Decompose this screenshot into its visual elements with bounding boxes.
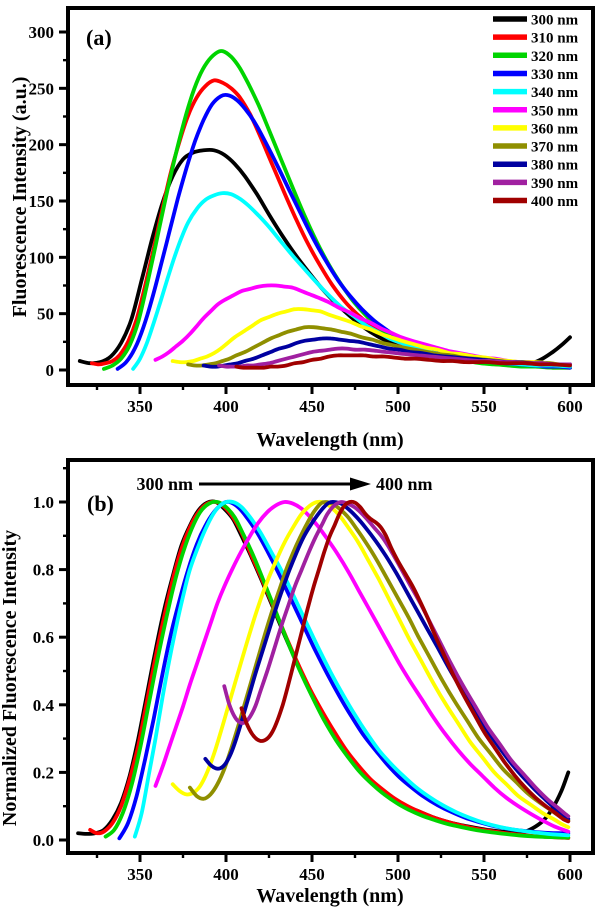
panel-a-label: (a) (86, 25, 112, 50)
curve-360-nm (170, 307, 572, 367)
y-tick-label: 150 (29, 192, 55, 211)
x-tick-label: 500 (385, 865, 411, 884)
curve-310-nm (89, 78, 572, 370)
plot-border (66, 6, 595, 387)
legend-label: 360 nm (531, 121, 579, 137)
x-tick-label: 450 (299, 865, 325, 884)
panel-a-y-axis-title: Fluorescence Intensity (a.u.) (9, 77, 31, 318)
legend-label: 350 nm (531, 103, 579, 119)
plot-border (66, 458, 595, 855)
legend-item-340-nm: 340 nm (493, 85, 579, 101)
curve-390-nm (222, 500, 571, 819)
y-tick-label: 0.4 (33, 696, 55, 715)
panel-a-x-axis-title: Wavelength (nm) (256, 429, 403, 451)
legend-item-370-nm: 370 nm (493, 140, 579, 156)
excitation-annotation: 300 nm 400 nm (136, 474, 432, 494)
y-tick-label: 0.0 (33, 831, 54, 850)
panel-b-x-axis-title: Wavelength (nm) (256, 885, 403, 907)
x-tick-label: 550 (471, 397, 497, 416)
curve-360-nm (170, 499, 571, 830)
curve-400-nm (234, 353, 572, 370)
annotation-end-label: 400 nm (376, 474, 433, 494)
legend-label: 300 nm (531, 13, 579, 29)
legend-label: 390 nm (531, 176, 579, 192)
y-tick-label: 300 (29, 23, 55, 42)
y-tick-label: 100 (29, 248, 55, 267)
y-tick-label: 200 (29, 136, 55, 155)
legend-item-330-nm: 330 nm (493, 67, 579, 83)
y-tick-label: 250 (29, 79, 55, 98)
y-tick-label: 0.2 (33, 763, 54, 782)
x-tick-label: 500 (385, 397, 411, 416)
x-tick-label: 400 (213, 397, 239, 416)
curve-350-nm (153, 500, 571, 834)
curve-340-nm (132, 499, 571, 839)
x-tick-label: 350 (127, 865, 153, 884)
x-tick-label: 550 (471, 865, 497, 884)
legend-label: 370 nm (531, 140, 579, 156)
legend-item-360-nm: 360 nm (493, 121, 579, 137)
y-tick-label: 0 (46, 361, 55, 380)
curve-400-nm (239, 499, 571, 824)
legend-label: 310 nm (531, 31, 579, 47)
panel-a-chart: 350 400 450 500 550 600 0 50 100 150 200 250 300 300 … (9, 6, 595, 451)
legend-label: 380 nm (531, 158, 579, 174)
y-tick-label: 0.8 (33, 561, 54, 580)
legend-label: 330 nm (531, 67, 579, 83)
legend-item-400-nm: 400 nm (493, 194, 579, 210)
x-tick-label: 600 (557, 865, 583, 884)
legend-item-320-nm: 320 nm (493, 49, 579, 65)
x-tick-label: 400 (213, 865, 239, 884)
panel-b-chart: 350 400 450 500 550 600 0.0 0.2 0.4 0.6 0.8 1.0 (b)… (0, 458, 595, 907)
panel-b-plot-area: 350 400 450 500 550 600 0.0 0.2 0.4 0.6 0.8 1.0 (33, 458, 595, 884)
legend-item-300-nm: 300 nm (493, 13, 579, 29)
legend-label: 340 nm (531, 85, 579, 101)
legend-label: 320 nm (531, 49, 579, 65)
x-tick-label: 450 (299, 397, 325, 416)
panel-b-label: (b) (87, 491, 114, 516)
right-arrowhead-icon (350, 477, 371, 491)
y-tick-label: 1.0 (33, 493, 54, 512)
legend-item-350-nm: 350 nm (493, 103, 579, 119)
curve-330-nm (117, 499, 571, 841)
x-tick-label: 350 (127, 397, 153, 416)
x-tick-label: 600 (557, 397, 583, 416)
legend-item-310-nm: 310 nm (493, 31, 579, 47)
curve-320-nm (103, 499, 571, 840)
legend-label: 400 nm (531, 194, 579, 210)
y-tick-label: 50 (37, 305, 54, 324)
annotation-start-label: 300 nm (136, 474, 193, 494)
panel-b-y-axis-title: Normalized Fluorescence Intensity (0, 530, 21, 826)
panel-a-plot-area: 350 400 450 500 550 600 0 50 100 150 200 250 300 300 … (29, 6, 595, 416)
legend-item-390-nm: 390 nm (493, 176, 579, 192)
y-tick-label: 0.6 (33, 628, 54, 647)
legend-item-380-nm: 380 nm (493, 158, 579, 174)
